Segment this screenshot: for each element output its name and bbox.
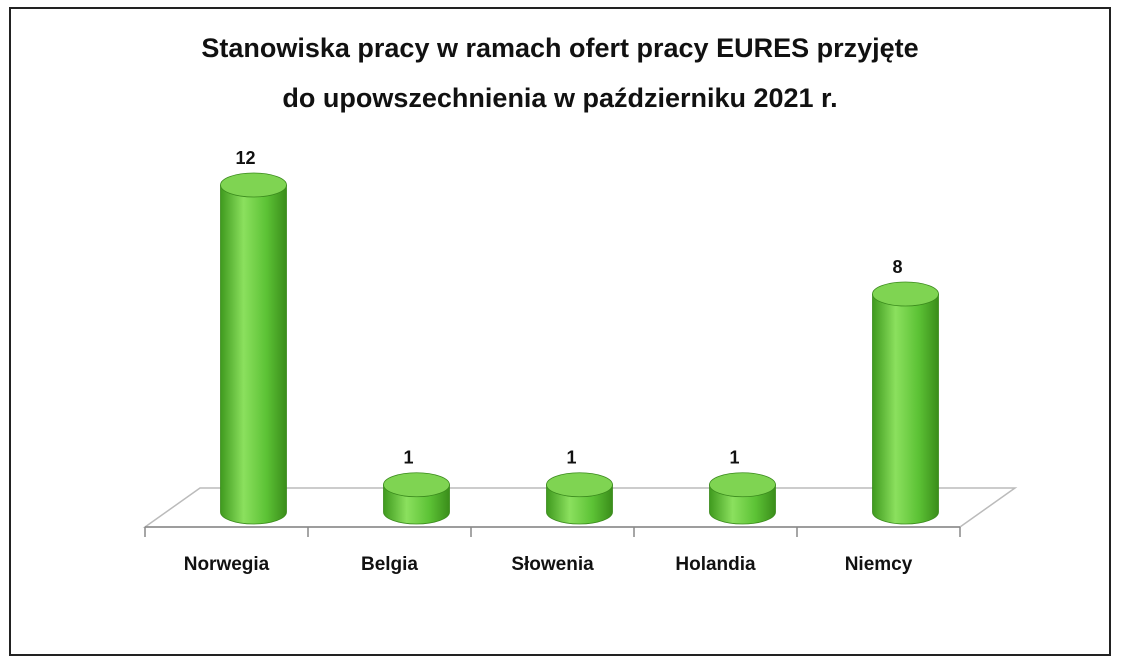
x-tick-label: Norwegia — [184, 554, 270, 575]
cylinder-top — [709, 472, 776, 498]
cylinder — [220, 184, 287, 525]
data-label: 1 — [729, 448, 739, 468]
chart-title: do upowszechnienia w październiku 2021 r… — [282, 83, 837, 113]
chart-title: Stanowiska pracy w ramach ofert pracy EU… — [201, 33, 918, 63]
x-tick-label: Belgia — [361, 554, 418, 575]
x-tick-label: Niemcy — [845, 554, 913, 575]
x-tick-label: Holandia — [675, 554, 756, 575]
cylinder-top — [872, 281, 939, 307]
data-label: 1 — [566, 448, 576, 468]
x-tick-label: Słowenia — [511, 554, 594, 575]
cylinder-top — [220, 172, 287, 198]
data-label: 12 — [235, 148, 255, 168]
data-label: 8 — [892, 257, 902, 277]
cylinder — [872, 293, 939, 525]
data-label: 1 — [403, 448, 413, 468]
cylinder-top — [546, 472, 613, 498]
cylinder-top — [383, 472, 450, 498]
